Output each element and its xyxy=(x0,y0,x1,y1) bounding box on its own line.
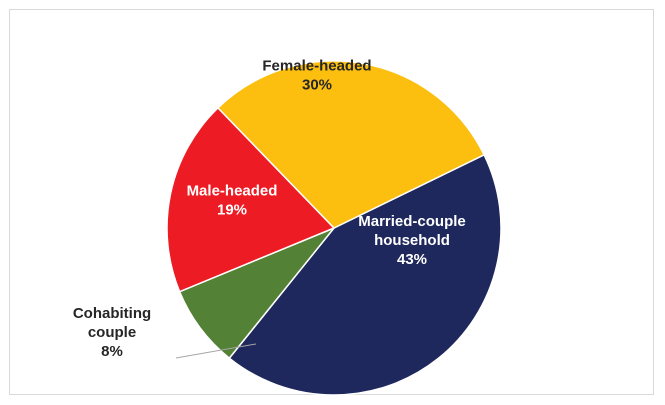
pie-labels: Married-couple household 43% Cohabiting coup… xyxy=(73,58,466,361)
pie-slice-male-headed xyxy=(166,106,336,293)
data-label-name: Female-headed xyxy=(262,58,371,75)
data-label-male-headed: Male-headed 19% xyxy=(187,183,278,219)
pie-slice-married-couple-household xyxy=(228,153,502,396)
data-label-female-headed: Female-headed 30% xyxy=(262,58,371,94)
data-label-value: 8% xyxy=(101,343,123,360)
data-label-name: couple xyxy=(88,324,136,341)
data-label-married-couple-household: Married-couple household 43% xyxy=(358,213,466,268)
pie-slice-female-headed xyxy=(216,60,486,229)
data-label-value: 43% xyxy=(397,251,427,268)
data-label-value: 30% xyxy=(302,77,332,94)
cohabiting-leader-line xyxy=(175,343,257,359)
data-label-value: 19% xyxy=(217,202,247,219)
pie-slices xyxy=(166,60,502,396)
data-label-name: Married-couple xyxy=(358,213,466,230)
data-label-name: household xyxy=(374,232,450,249)
data-label-name: Cohabiting xyxy=(73,305,151,322)
data-label-name: Male-headed xyxy=(187,183,278,200)
data-label-cohabiting-couple: Cohabiting couple 8% xyxy=(73,305,151,360)
